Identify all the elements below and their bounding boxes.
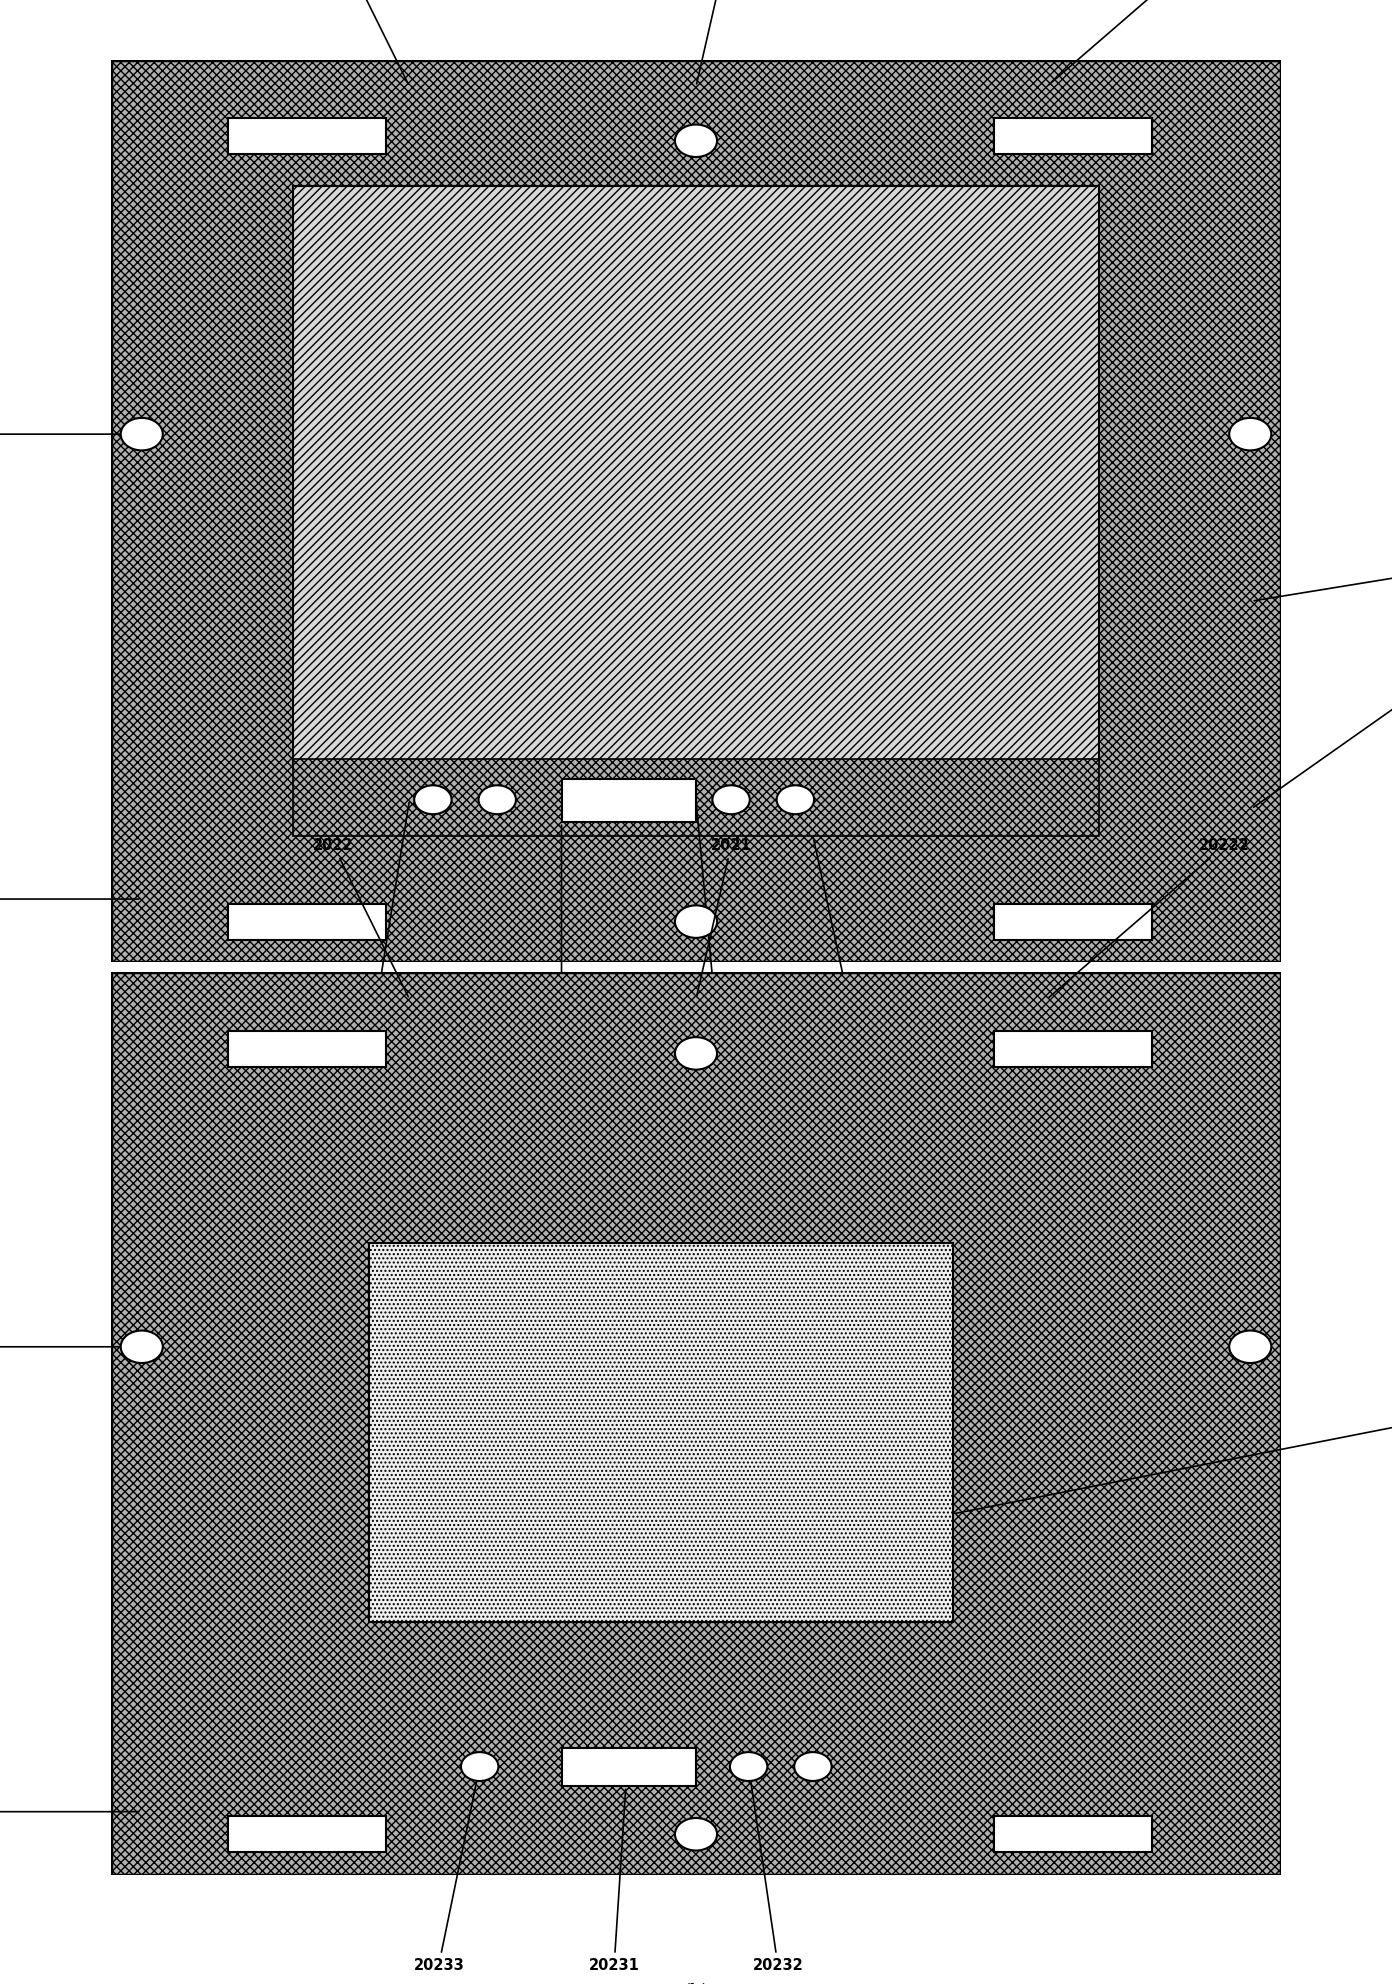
Circle shape — [675, 1817, 717, 1851]
Bar — [561, 1748, 696, 1786]
Circle shape — [415, 786, 451, 813]
Text: 2021: 2021 — [696, 0, 752, 83]
Bar — [994, 903, 1153, 940]
Circle shape — [479, 786, 516, 813]
Bar — [228, 1815, 386, 1853]
Bar — [369, 1242, 954, 1623]
Bar — [228, 1032, 386, 1067]
Circle shape — [121, 1331, 163, 1363]
Bar — [561, 780, 696, 821]
Text: 2022: 2022 — [313, 0, 408, 83]
Circle shape — [121, 419, 163, 450]
Circle shape — [675, 1038, 717, 1069]
Circle shape — [795, 1752, 831, 1782]
Text: 2023: 2023 — [0, 1803, 139, 1819]
Bar — [994, 1815, 1153, 1853]
Text: 20333: 20333 — [344, 802, 409, 1059]
Text: 20331: 20331 — [536, 825, 587, 1059]
Text: 20332: 20332 — [695, 802, 745, 1059]
Circle shape — [675, 905, 717, 938]
Circle shape — [729, 1752, 767, 1782]
Text: 2023: 2023 — [0, 891, 139, 907]
Text: (a): (a) — [683, 1071, 709, 1089]
Text: 20222: 20222 — [1050, 839, 1250, 998]
Text: 2033: 2033 — [813, 839, 880, 1059]
Circle shape — [777, 786, 814, 813]
Circle shape — [1229, 1331, 1271, 1363]
Text: 2031: 2031 — [1254, 567, 1392, 601]
Text: 20231: 20231 — [589, 1790, 639, 1972]
Circle shape — [675, 125, 717, 157]
Bar — [994, 119, 1153, 155]
Circle shape — [1229, 419, 1271, 450]
Text: 201: 201 — [956, 1417, 1392, 1514]
Circle shape — [713, 786, 750, 813]
Text: 20221: 20221 — [0, 1339, 139, 1355]
Text: 20222: 20222 — [1050, 0, 1250, 85]
Text: 2021: 2021 — [696, 839, 752, 996]
Text: 20233: 20233 — [413, 1770, 479, 1972]
Bar — [228, 903, 386, 940]
Circle shape — [461, 1752, 498, 1782]
Bar — [228, 119, 386, 155]
Bar — [292, 186, 1100, 764]
Bar — [994, 1032, 1153, 1067]
Text: 2022: 2022 — [313, 839, 408, 996]
Bar — [292, 760, 1100, 835]
Text: 20232: 20232 — [749, 1770, 803, 1972]
Text: 20221: 20221 — [0, 427, 139, 442]
Text: 2032: 2032 — [1254, 684, 1392, 807]
